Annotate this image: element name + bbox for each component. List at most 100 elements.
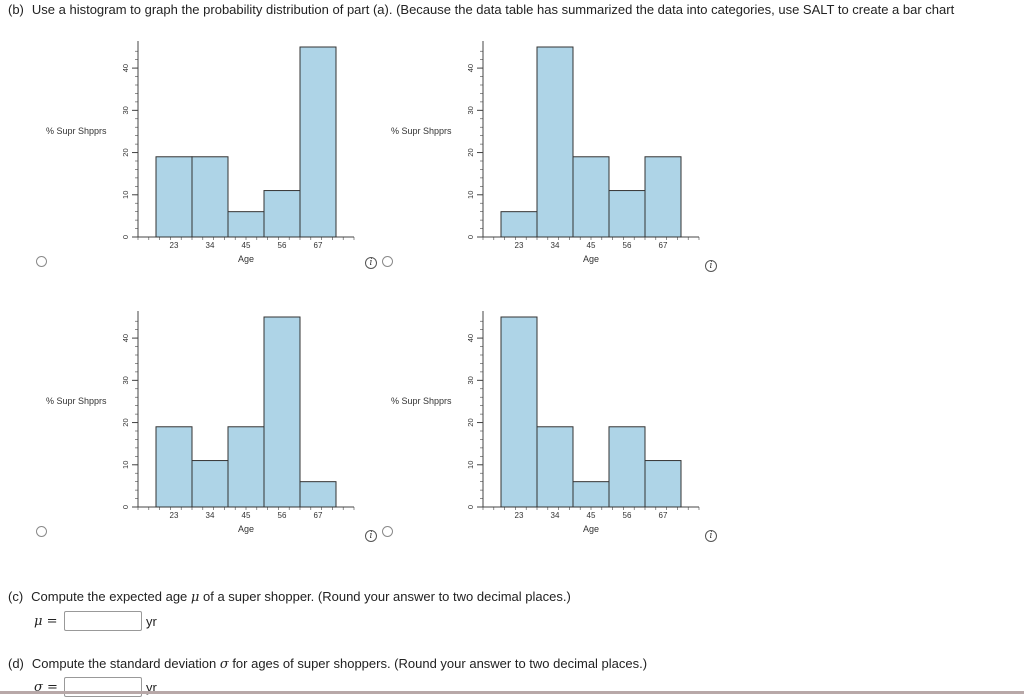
sigma-input-label: σ =: [34, 679, 58, 695]
mu-input-label: μ =: [34, 613, 58, 629]
sigma-answer-row: σ = yr: [34, 677, 157, 697]
bar-23: [155, 426, 193, 508]
sigma-input[interactable]: [64, 677, 142, 697]
option-radio-4[interactable]: [382, 526, 393, 537]
bar-34: [536, 46, 574, 238]
y-axis-label: % Supr Shpprs: [391, 126, 452, 136]
part-c-label: (c): [8, 589, 24, 604]
bar-23: [500, 316, 538, 508]
part-c-question: (c) Compute the expected age μ of a super…: [8, 589, 571, 605]
part-c-text-before: Compute the expected age: [31, 589, 188, 604]
x-axis-label: Age: [238, 254, 254, 264]
y-tick-label: 20: [466, 148, 475, 156]
bar-56: [608, 426, 646, 508]
bar-45: [227, 426, 265, 508]
bar-67: [644, 156, 682, 238]
y-tick-label: 40: [466, 334, 475, 342]
y-tick-label: 20: [466, 418, 475, 426]
y-axis-label: % Supr Shpprs: [391, 396, 452, 406]
y-tick-label: 30: [466, 376, 475, 384]
y-tick-label: 40: [121, 64, 130, 72]
y-tick-label: 10: [121, 461, 130, 469]
x-tick-label: 45: [587, 241, 596, 250]
part-d-text-before: Compute the standard deviation: [31, 656, 217, 671]
y-tick-label: 20: [121, 418, 130, 426]
part-d-text-after: for ages of super shoppers. (Round your …: [232, 656, 648, 671]
info-icon[interactable]: i: [365, 530, 377, 542]
y-tick-label: 40: [121, 334, 130, 342]
mu-input[interactable]: [64, 611, 142, 631]
x-tick-label: 23: [170, 511, 179, 520]
part-b-question: (b) Use a histogram to graph the probabil…: [8, 2, 954, 17]
histogram-option-4: 0 10 20 30 40 23 34 45 56 67 Age % Supr Shpprs: [375, 294, 705, 549]
x-tick-label: 23: [170, 241, 179, 250]
x-tick-label: 56: [623, 241, 632, 250]
bar-34: [536, 426, 574, 508]
bar-23: [155, 156, 193, 238]
x-axis-label: Age: [583, 254, 599, 264]
y-tick-label: 0: [121, 235, 130, 239]
bottom-divider: [0, 691, 1024, 694]
bar-67: [644, 460, 682, 508]
x-tick-label: 67: [659, 511, 668, 520]
y-tick-label: 0: [121, 505, 130, 509]
bar-56: [263, 190, 301, 238]
mu-unit: yr: [146, 613, 157, 629]
x-tick-label: 34: [551, 511, 560, 520]
y-axis-label: % Supr Shpprs: [46, 396, 107, 406]
mu-symbol: μ: [190, 590, 200, 605]
info-icon[interactable]: i: [705, 260, 717, 272]
option-radio-2[interactable]: [382, 256, 393, 267]
x-tick-label: 67: [659, 241, 668, 250]
bar-67: [299, 46, 337, 238]
x-tick-label: 34: [206, 511, 215, 520]
part-b-label: (b): [8, 2, 24, 17]
part-b-text: Use a histogram to graph the probability…: [31, 2, 955, 17]
x-tick-label: 45: [242, 511, 251, 520]
x-tick-label: 23: [515, 511, 524, 520]
x-tick-label: 67: [314, 241, 323, 250]
x-tick-label: 23: [515, 241, 524, 250]
y-axis-label: % Supr Shpprs: [46, 126, 107, 136]
x-tick-label: 45: [242, 241, 251, 250]
x-tick-label: 56: [623, 511, 632, 520]
bar-45: [227, 211, 265, 238]
mu-answer-row: μ = yr: [34, 611, 157, 631]
part-d-question: (d) Compute the standard deviation σ for …: [8, 656, 647, 672]
y-tick-label: 10: [121, 191, 130, 199]
bar-45: [572, 481, 610, 508]
y-tick-label: 40: [466, 64, 475, 72]
x-tick-label: 34: [206, 241, 215, 250]
y-tick-label: 0: [466, 505, 475, 509]
x-tick-label: 45: [587, 511, 596, 520]
info-icon[interactable]: i: [705, 530, 717, 542]
x-tick-label: 56: [278, 241, 287, 250]
x-tick-label: 67: [314, 511, 323, 520]
sigma-unit: yr: [146, 679, 157, 695]
part-c-text-after: of a super shopper. (Round your answer t…: [202, 589, 571, 604]
x-tick-label: 34: [551, 241, 560, 250]
part-d-label: (d): [8, 656, 24, 671]
y-tick-label: 30: [466, 106, 475, 114]
y-tick-label: 30: [121, 106, 130, 114]
histogram-option-1: 0 10 20 30 40 23 34 45 56 67 Age % Supr Shpprs: [30, 24, 360, 279]
option-radio-3[interactable]: [36, 526, 47, 537]
y-tick-label: 20: [121, 148, 130, 156]
x-axis-label: Age: [583, 524, 599, 534]
bar-34: [191, 156, 229, 238]
x-axis-label: Age: [238, 524, 254, 534]
bar-23: [500, 211, 538, 238]
bar-45: [572, 156, 610, 238]
y-tick-label: 10: [466, 461, 475, 469]
y-tick-label: 0: [466, 235, 475, 239]
bar-67: [299, 481, 337, 508]
chart-svg: 0 10 20 30 40 23 34 45 56 67 Age % Supr Shpprs: [391, 311, 700, 534]
histogram-option-3: 0 10 20 30 40 23 34 45 56 67 Age % Supr Shpprs: [30, 294, 360, 549]
sigma-symbol: σ: [219, 657, 229, 672]
bar-56: [263, 316, 301, 508]
histogram-option-2: 0 10 20 30 40 23 34 45 56 67 Age % Supr Shpprs: [375, 24, 705, 279]
option-radio-1[interactable]: [36, 256, 47, 267]
chart-svg: 0 10 20 30 40 23 34 45 56 67 Age % Supr Shpprs: [46, 311, 355, 534]
info-icon[interactable]: i: [365, 257, 377, 269]
x-tick-label: 56: [278, 511, 287, 520]
